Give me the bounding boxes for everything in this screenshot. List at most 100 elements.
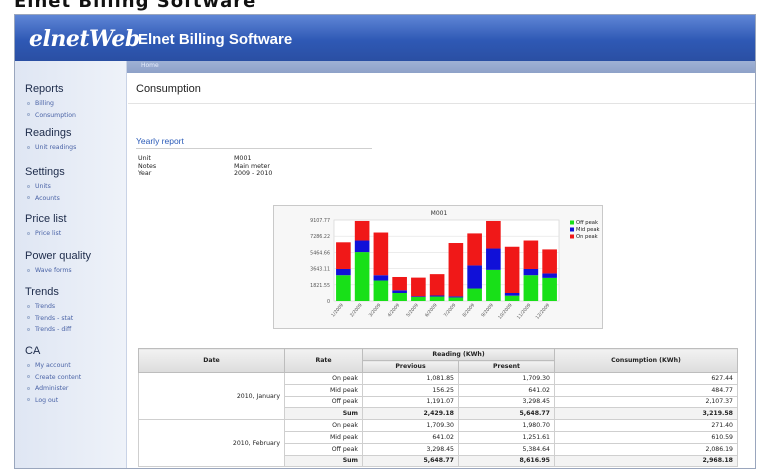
meta-row: Notes Main meter [138, 163, 272, 171]
cell-previous: 156.25 [362, 383, 459, 397]
bar-segment[interactable] [336, 268, 351, 276]
bar-segment[interactable] [373, 232, 389, 276]
sidebar-item[interactable]: Unit readings [25, 142, 76, 154]
sidebar-item[interactable]: Price list [25, 228, 67, 240]
cell-previous: 2,429.18 [362, 407, 459, 421]
cell-rate: Off peak [284, 442, 363, 456]
breadcrumb-bar: Home [127, 61, 755, 73]
bar-segment[interactable] [504, 295, 520, 301]
bar-segment[interactable] [542, 277, 557, 301]
bar-segment[interactable] [411, 296, 426, 301]
x-tick-label: 11/2009 [516, 302, 533, 320]
bar-segment[interactable] [467, 265, 482, 289]
bullet-icon [27, 196, 30, 199]
cell-previous: 1,191.07 [362, 395, 459, 409]
bar-segment[interactable] [354, 220, 370, 241]
x-tick-label: 10/2009 [497, 302, 514, 320]
bar-segment[interactable] [486, 269, 501, 301]
y-tick-label: 5464.66 [310, 250, 330, 256]
sidebar-item[interactable]: Billing [25, 98, 76, 110]
bar-segment[interactable] [411, 277, 426, 297]
meta-key: Notes [138, 162, 157, 170]
bar-segment[interactable] [542, 249, 557, 274]
bullet-icon [27, 184, 30, 188]
breadcrumb-home-link[interactable]: Home [141, 62, 159, 69]
sidebar-item-label: Trends [35, 303, 56, 310]
col-reading[interactable]: Reading (KWh) [362, 348, 555, 361]
bar-segment[interactable] [336, 275, 351, 301]
legend-label: On peak [576, 234, 598, 240]
bar-segment[interactable] [523, 275, 539, 301]
y-tick-label: 9107.77 [310, 218, 330, 224]
table-row: Off peak 1,191.07 3,298.45 2,107.37 [139, 395, 738, 409]
sidebar-item[interactable]: Administer [25, 383, 81, 395]
cell-previous: 3,298.45 [362, 442, 459, 456]
sidebar-item[interactable]: Trends [25, 301, 73, 313]
sidebar-item[interactable]: Trends - diff [25, 324, 73, 336]
bar-segment[interactable] [467, 233, 482, 266]
bar-segment[interactable] [542, 273, 557, 278]
sidebar-item[interactable]: Create content [25, 372, 81, 384]
sidebar-item[interactable]: My account [25, 360, 81, 372]
sidebar-item[interactable]: Trends - stat [25, 313, 73, 325]
table-row: 2010, January On peak 1,081.85 1,709.30 627.… [138, 371, 738, 421]
sidebar-section-title: Settings [25, 166, 65, 178]
bar-segment[interactable] [448, 296, 464, 298]
bar-segment[interactable] [486, 248, 501, 270]
y-tick-label: 3643.11 [310, 267, 330, 273]
table-row: Sum 2,429.18 5,648.77 3,219.58 [139, 407, 738, 421]
bar-segment[interactable] [523, 240, 539, 269]
sidebar-item[interactable]: Wave forms [25, 265, 91, 277]
bar-segment[interactable] [336, 242, 351, 269]
bar-segment[interactable] [429, 296, 445, 301]
bar-segment[interactable] [448, 297, 464, 301]
bar-segment[interactable] [354, 240, 370, 253]
bar-segment[interactable] [429, 274, 445, 296]
bar-segment[interactable] [392, 292, 407, 301]
consumption-table: Date Rate Reading (KWh) Consumption (KWh… [138, 348, 738, 468]
sidebar-section: Power quality Wave forms [25, 250, 91, 277]
col-previous[interactable]: Previous [362, 360, 459, 373]
bar-segment[interactable] [504, 246, 520, 293]
consumption-table-wrap: Date Rate Reading (KWh) Consumption (KWh… [138, 348, 738, 468]
sidebar-item[interactable]: Units [25, 181, 65, 193]
bar-segment[interactable] [354, 252, 370, 301]
meta-row: Year 2009 - 2010 [138, 170, 272, 178]
cell-consumption: 627.44 [554, 372, 738, 385]
sidebar-item[interactable]: Acounts [25, 193, 65, 205]
meta-value: 2009 - 2010 [234, 170, 273, 177]
sidebar-item-label: Acounts [35, 194, 60, 202]
bar-segment[interactable] [504, 292, 520, 296]
bar-segment[interactable] [429, 295, 445, 297]
table-row: Mid peak 641.02 1,251.61 610.59 [139, 430, 738, 444]
bullet-icon [27, 231, 30, 235]
row-date: 2010, January [138, 371, 285, 421]
bar-segment[interactable] [486, 220, 501, 249]
col-present[interactable]: Present [458, 360, 555, 373]
cell-consumption: 2,968.18 [554, 454, 738, 468]
sidebar-section-title: Reports [25, 83, 64, 95]
sidebar-item[interactable]: Consumption [25, 110, 76, 122]
col-rate[interactable]: Rate [284, 348, 363, 373]
app-title: Elnet Billing Software [138, 31, 293, 48]
bar-segment[interactable] [448, 243, 464, 297]
col-consumption[interactable]: Consumption (KWh) [554, 348, 738, 373]
cell-previous: 641.02 [362, 430, 459, 444]
sidebar-item[interactable]: Log out [25, 395, 81, 407]
bar-segment[interactable] [467, 288, 482, 301]
col-date[interactable]: Date [138, 348, 285, 373]
app-logo[interactable]: elnetWeb [29, 26, 140, 52]
bar-segment[interactable] [392, 276, 407, 291]
sidebar-item-label: Billing [35, 100, 54, 107]
bar-segment[interactable] [411, 296, 426, 297]
sidebar-section: Settings Units Acounts [25, 166, 65, 204]
y-tick-label: 0 [327, 299, 330, 305]
app-header: elnetWeb Elnet Billing Software [15, 15, 755, 61]
cell-rate: On peak [284, 372, 363, 385]
bar-segment[interactable] [523, 268, 539, 276]
cell-present: 1,980.70 [458, 419, 555, 432]
bar-segment[interactable] [373, 280, 389, 301]
bar-segment[interactable] [373, 275, 389, 281]
meta-key: Year [138, 170, 152, 177]
bar-segment[interactable] [392, 290, 407, 293]
